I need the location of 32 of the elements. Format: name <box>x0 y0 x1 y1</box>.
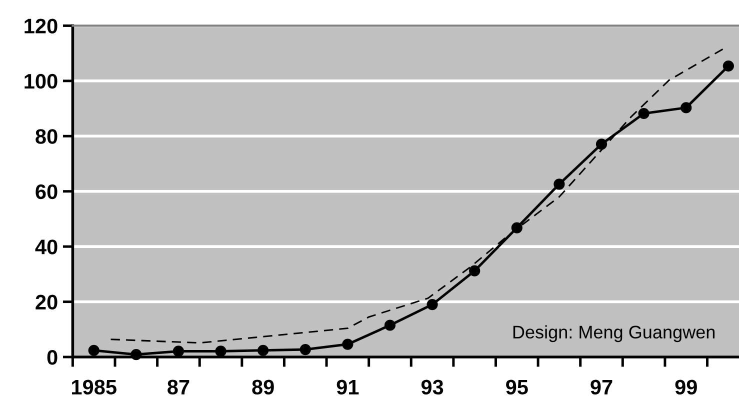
point <box>88 344 100 356</box>
point <box>426 298 438 310</box>
y-tick-label: 40 <box>35 240 58 254</box>
point <box>258 344 269 356</box>
point <box>680 102 692 114</box>
y-tick-label: 0 <box>47 350 58 365</box>
y-tick-label: 100 <box>24 74 58 89</box>
y-tick-label: 120 <box>24 18 58 34</box>
x-tick-label: 95 <box>506 380 528 395</box>
x-tick-label: 91 <box>336 380 359 395</box>
x-tick-label: 93 <box>421 380 444 395</box>
point <box>554 178 565 190</box>
x-tick-label: 99 <box>675 380 697 395</box>
y-tick-label: 20 <box>36 294 58 310</box>
point <box>511 222 522 234</box>
point <box>215 346 226 357</box>
point <box>384 320 396 331</box>
point <box>638 108 650 120</box>
x-tick-label: 87 <box>168 380 190 395</box>
annotation: Design: Meng Guangwen <box>513 325 715 342</box>
point <box>172 346 184 357</box>
point <box>596 138 608 150</box>
point <box>300 344 311 356</box>
x-tick-label: 1985 <box>72 380 116 395</box>
point <box>469 265 480 276</box>
point <box>130 348 142 360</box>
x-tick-label: 89 <box>252 380 274 395</box>
x-tick-label: 97 <box>590 380 612 395</box>
y-tick-label: 80 <box>36 129 58 144</box>
y-tick-label: 60 <box>36 184 58 200</box>
point <box>342 338 354 350</box>
point <box>722 60 734 72</box>
